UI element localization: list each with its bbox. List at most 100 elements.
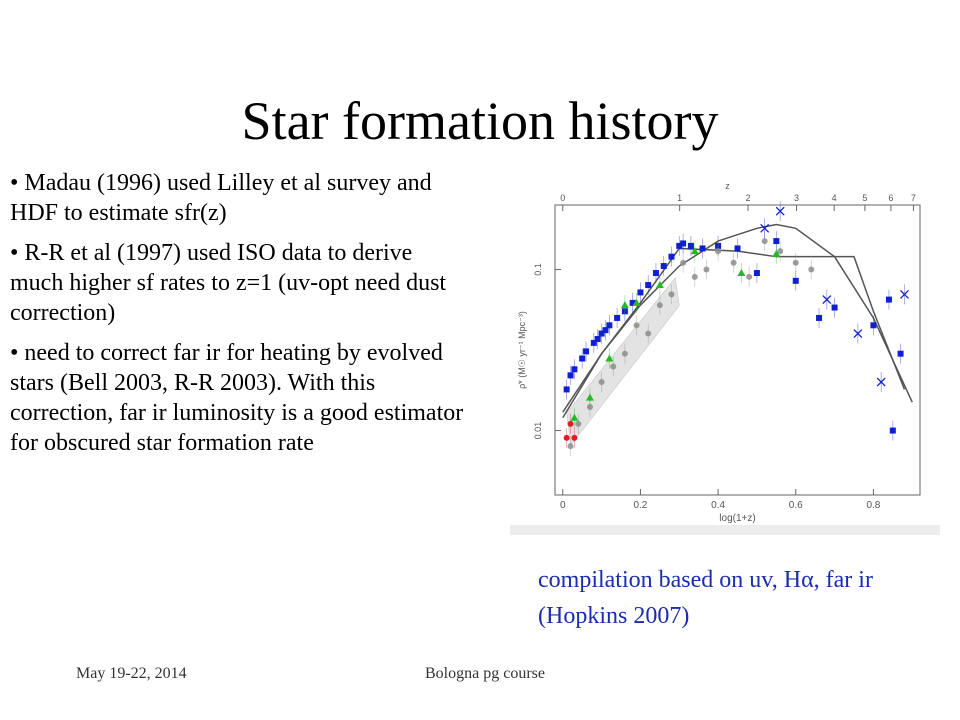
plot-frame (554, 204, 921, 496)
data-point-square (816, 314, 823, 321)
data-point-square (668, 253, 675, 260)
bullet-madau: • Madau (1996) used Lilley et al survey … (10, 170, 432, 226)
data-point-circle (656, 302, 663, 309)
data-point-circle (808, 266, 815, 273)
footer-date: May 19-22, 2014 (76, 665, 187, 682)
data-point-square (676, 242, 683, 249)
slide-title: Star formation history (241, 91, 719, 151)
data-point-square (602, 327, 609, 334)
data-point-triangle (620, 301, 629, 309)
z-tick-label: 2 (746, 193, 751, 203)
data-point-square (897, 350, 904, 357)
data-point-triangle (632, 298, 641, 306)
data-point-circle (598, 379, 605, 386)
data-point-square (792, 277, 799, 284)
data-point-square (870, 322, 877, 329)
y-tick-label: 0.1 (533, 263, 543, 276)
z-tick-label: 5 (862, 193, 867, 203)
z-tick-label: 4 (832, 193, 837, 203)
data-point-triangle (690, 247, 699, 255)
data-point-square (629, 299, 636, 306)
data-point-square (594, 336, 601, 343)
data-point-triangle (737, 269, 746, 277)
data-point-square (571, 366, 578, 373)
data-point-square (583, 348, 590, 355)
data-point-cross (876, 377, 886, 387)
x-tick-label: 0.4 (711, 500, 725, 511)
data-point-square (614, 314, 621, 321)
z-tick-label: 0 (560, 193, 565, 203)
z-tick-label: 6 (888, 193, 893, 203)
data-point-square (652, 270, 659, 277)
data-point-circle (575, 420, 582, 427)
data-point-square (645, 282, 652, 289)
data-point-square (590, 339, 597, 346)
footer-course: Bologna pg course (425, 665, 545, 682)
data-point-square (885, 296, 892, 303)
data-point-circle (610, 363, 617, 370)
x-axis-label: log(1+z) (719, 513, 755, 524)
data-point-square (563, 386, 570, 393)
data-point-square (579, 355, 586, 362)
data-point-square (831, 304, 838, 311)
data-point-circle (730, 259, 737, 266)
data-point-circle (680, 259, 687, 266)
data-point-circle (571, 434, 578, 441)
data-point-circle (691, 273, 698, 280)
data-point-square (734, 245, 741, 252)
x-tick-label: 0.2 (633, 500, 647, 511)
x-tick-label: 0.8 (866, 500, 880, 511)
data-point-cross (760, 223, 770, 233)
data-point-triangle (655, 281, 664, 289)
figure-caption: compilation based on uv, Hα, far ir (Hop… (538, 567, 873, 629)
data-point-circle (761, 238, 768, 245)
broken-line-fit (562, 247, 906, 419)
blurred-strip (510, 525, 940, 535)
data-point-square (687, 242, 694, 249)
z-tick-label: 7 (911, 193, 916, 203)
bullet-list: • Madau (1996) used Lilley et al survey … (10, 168, 465, 468)
data-point-circle (633, 322, 640, 329)
y-tick-label: 0.01 (533, 422, 543, 440)
data-point-circle (777, 248, 784, 255)
data-point-circle (668, 291, 675, 298)
z-axis-label: z (725, 181, 730, 191)
data-point-circle (703, 266, 710, 273)
bullet-rr-iso: • R-R et al (1997) used ISO data to deri… (10, 240, 447, 326)
sfr-chart: 0 0.2 0.4 0.6 0.8 log(1+z) 0 1 2 3 4 5 6 7 z 0.01 0.1 ρ̇*… (510, 181, 940, 535)
data-point-circle (645, 330, 652, 337)
data-point-square (567, 372, 574, 379)
data-point-triangle (772, 249, 781, 257)
data-point-cross (775, 206, 785, 216)
data-point-square (660, 263, 667, 270)
data-point-triangle (605, 354, 614, 362)
data-point-square (598, 330, 605, 337)
z-tick-label: 1 (677, 193, 682, 203)
data-point-circle (567, 443, 574, 450)
data-point-cross (900, 289, 909, 299)
data-point-square (773, 238, 780, 245)
z-tick-label: 3 (794, 193, 799, 203)
data-point-cross (853, 329, 863, 339)
data-point-circle (621, 350, 628, 357)
y-axis-label: ρ̇* (M☉ yr⁻¹ Mpc⁻³) (517, 311, 527, 389)
uncertainty-band (566, 276, 680, 447)
data-point-square (637, 289, 644, 296)
data-point-triangle (585, 393, 594, 401)
data-point-circle (563, 434, 570, 441)
data-point-triangle (570, 413, 579, 421)
data-point-square (753, 270, 760, 277)
fit-curve (562, 223, 913, 413)
x-tick-label: 0 (560, 500, 566, 511)
data-point-circle (746, 273, 753, 280)
data-point-square (606, 322, 613, 329)
sfr-figure: 0 0.2 0.4 0.6 0.8 log(1+z) 0 1 2 3 4 5 6 7 z 0.01 0.1 ρ̇*… (480, 170, 950, 540)
x-tick-label: 0.6 (789, 500, 803, 511)
data-point-circle (567, 420, 574, 427)
data-point-square (699, 245, 706, 252)
bullet-far-ir-correction: • need to correct far ir for heating by … (10, 340, 464, 456)
data-point-square (889, 427, 896, 434)
data-point-square (680, 240, 687, 247)
data-point-circle (715, 248, 722, 255)
data-point-circle (792, 259, 799, 266)
